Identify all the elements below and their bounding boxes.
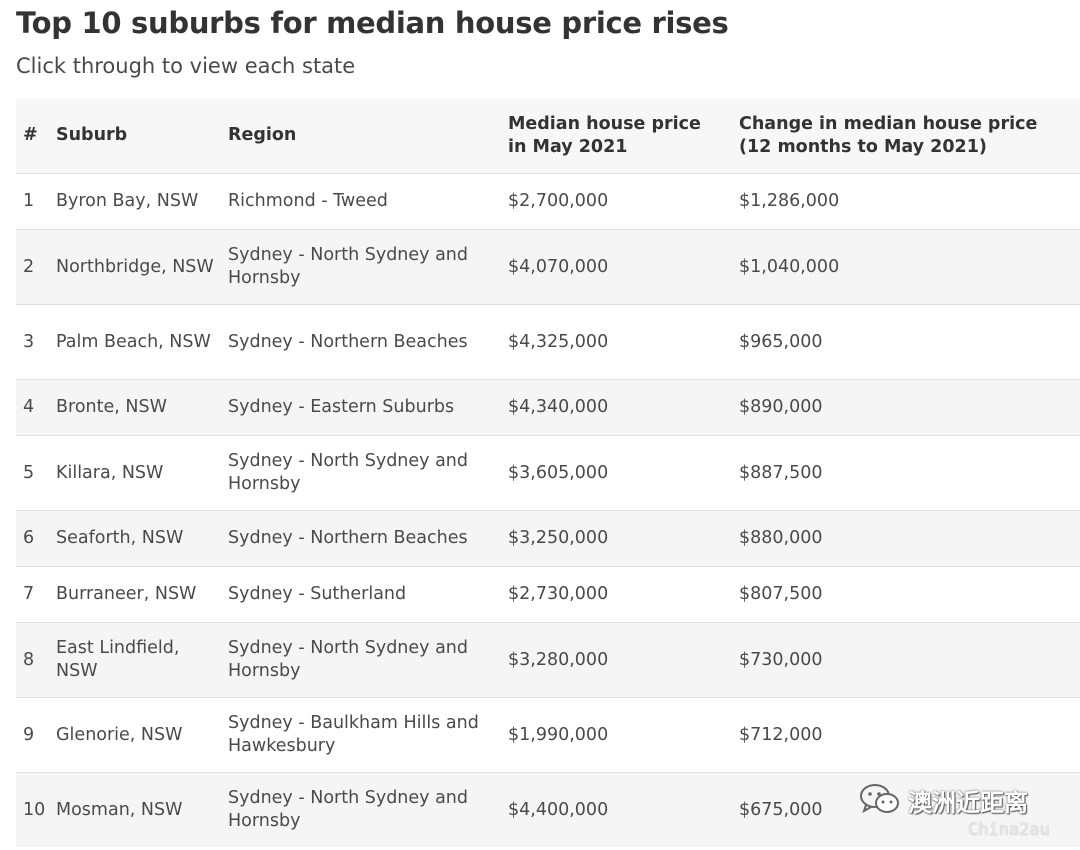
price-change-cell: $880,000 xyxy=(732,510,1080,567)
column-header-suburb: Suburb xyxy=(49,98,221,174)
rank-cell: 5 xyxy=(16,435,49,511)
rank-cell: 6 xyxy=(16,510,49,567)
median-price-cell: $4,400,000 xyxy=(501,772,732,847)
suburb-cell: Northbridge, NSW xyxy=(49,229,221,305)
table-row: 1 Byron Bay, NSW Richmond - Tweed $2,700… xyxy=(16,173,1080,230)
region-cell: Sydney - Baulkham Hills and Hawkesbury xyxy=(221,697,501,773)
median-price-cell: $3,280,000 xyxy=(501,622,732,698)
suburb-cell: East Lindfield, NSW xyxy=(49,622,221,698)
price-change-cell: $712,000 xyxy=(732,697,1080,773)
region-cell: Sydney - North Sydney and Hornsby xyxy=(221,229,501,305)
suburb-cell: Burraneer, NSW xyxy=(49,566,221,623)
rank-cell: 10 xyxy=(16,772,49,847)
region-cell: Sydney - Sutherland xyxy=(221,566,501,623)
column-header-change: Change in median house price (12 months … xyxy=(732,98,1080,174)
column-header-median-price: Median house price in May 2021 xyxy=(501,98,732,174)
table-row: 3 Palm Beach, NSW Sydney - Northern Beac… xyxy=(16,304,1080,380)
change-header-line1: Change in median house price xyxy=(739,113,1038,134)
table-row: 5 Killara, NSW Sydney - North Sydney and… xyxy=(16,435,1080,511)
median-price-cell: $4,325,000 xyxy=(501,304,732,380)
rank-cell: 4 xyxy=(16,379,49,436)
median-header-line1: Median house price xyxy=(508,113,701,134)
table-header-row: # Suburb Region Median house price in Ma… xyxy=(16,98,1080,174)
median-price-cell: $3,605,000 xyxy=(501,435,732,511)
watermark-id: China2au xyxy=(968,820,1050,840)
region-cell: Sydney - North Sydney and Hornsby xyxy=(221,772,501,847)
change-header-line2: (12 months to May 2021) xyxy=(739,136,987,157)
price-change-cell: $887,500 xyxy=(732,435,1080,511)
median-price-cell: $2,700,000 xyxy=(501,173,732,230)
region-cell: Sydney - North Sydney and Hornsby xyxy=(221,435,501,511)
page-title: Top 10 suburbs for median house price ri… xyxy=(16,6,729,40)
price-change-cell: $1,286,000 xyxy=(732,173,1080,230)
page-subtitle: Click through to view each state xyxy=(16,54,356,78)
suburb-cell: Palm Beach, NSW xyxy=(49,304,221,380)
price-change-cell: $890,000 xyxy=(732,379,1080,436)
region-cell: Richmond - Tweed xyxy=(221,173,501,230)
median-price-cell: $3,250,000 xyxy=(501,510,732,567)
median-price-cell: $4,070,000 xyxy=(501,229,732,305)
rank-cell: 9 xyxy=(16,697,49,773)
table-row: 8 East Lindfield, NSW Sydney - North Syd… xyxy=(16,622,1080,698)
table-row: 10 Mosman, NSW Sydney - North Sydney and… xyxy=(16,772,1080,847)
table-container: # Suburb Region Median house price in Ma… xyxy=(16,98,1080,847)
rank-cell: 2 xyxy=(16,229,49,305)
watermark: 澳洲近距离 xyxy=(858,782,1028,818)
suburb-cell: Killara, NSW xyxy=(49,435,221,511)
median-price-cell: $2,730,000 xyxy=(501,566,732,623)
median-price-cell: $1,990,000 xyxy=(501,697,732,773)
price-change-cell: $1,040,000 xyxy=(732,229,1080,305)
table-row: 7 Burraneer, NSW Sydney - Sutherland $2,… xyxy=(16,566,1080,623)
column-header-rank: # xyxy=(16,98,49,174)
suburb-cell: Bronte, NSW xyxy=(49,379,221,436)
rank-cell: 1 xyxy=(16,173,49,230)
rank-cell: 3 xyxy=(16,304,49,380)
price-change-cell: $807,500 xyxy=(732,566,1080,623)
suburb-cell: Mosman, NSW xyxy=(49,772,221,847)
suburb-cell: Seaforth, NSW xyxy=(49,510,221,567)
column-header-region: Region xyxy=(221,98,501,174)
table-row: 6 Seaforth, NSW Sydney - Northern Beache… xyxy=(16,510,1080,567)
table-row: 9 Glenorie, NSW Sydney - Baulkham Hills … xyxy=(16,697,1080,773)
watermark-name: 澳洲近距离 xyxy=(908,788,1028,817)
region-cell: Sydney - North Sydney and Hornsby xyxy=(221,622,501,698)
suburb-cell: Byron Bay, NSW xyxy=(49,173,221,230)
table-row: 2 Northbridge, NSW Sydney - North Sydney… xyxy=(16,229,1080,305)
price-change-cell: $730,000 xyxy=(732,622,1080,698)
median-header-line2: in May 2021 xyxy=(508,136,628,157)
rank-cell: 7 xyxy=(16,566,49,623)
price-change-cell: $965,000 xyxy=(732,304,1080,380)
suburbs-table: # Suburb Region Median house price in Ma… xyxy=(16,98,1080,847)
price-change-cell: $675,000 xyxy=(732,772,1080,847)
region-cell: Sydney - Northern Beaches xyxy=(221,304,501,380)
median-price-cell: $4,340,000 xyxy=(501,379,732,436)
region-cell: Sydney - Northern Beaches xyxy=(221,510,501,567)
region-cell: Sydney - Eastern Suburbs xyxy=(221,379,501,436)
suburb-cell: Glenorie, NSW xyxy=(49,697,221,773)
rank-cell: 8 xyxy=(16,622,49,698)
table-row: 4 Bronte, NSW Sydney - Eastern Suburbs $… xyxy=(16,379,1080,436)
wechat-icon xyxy=(858,782,902,818)
